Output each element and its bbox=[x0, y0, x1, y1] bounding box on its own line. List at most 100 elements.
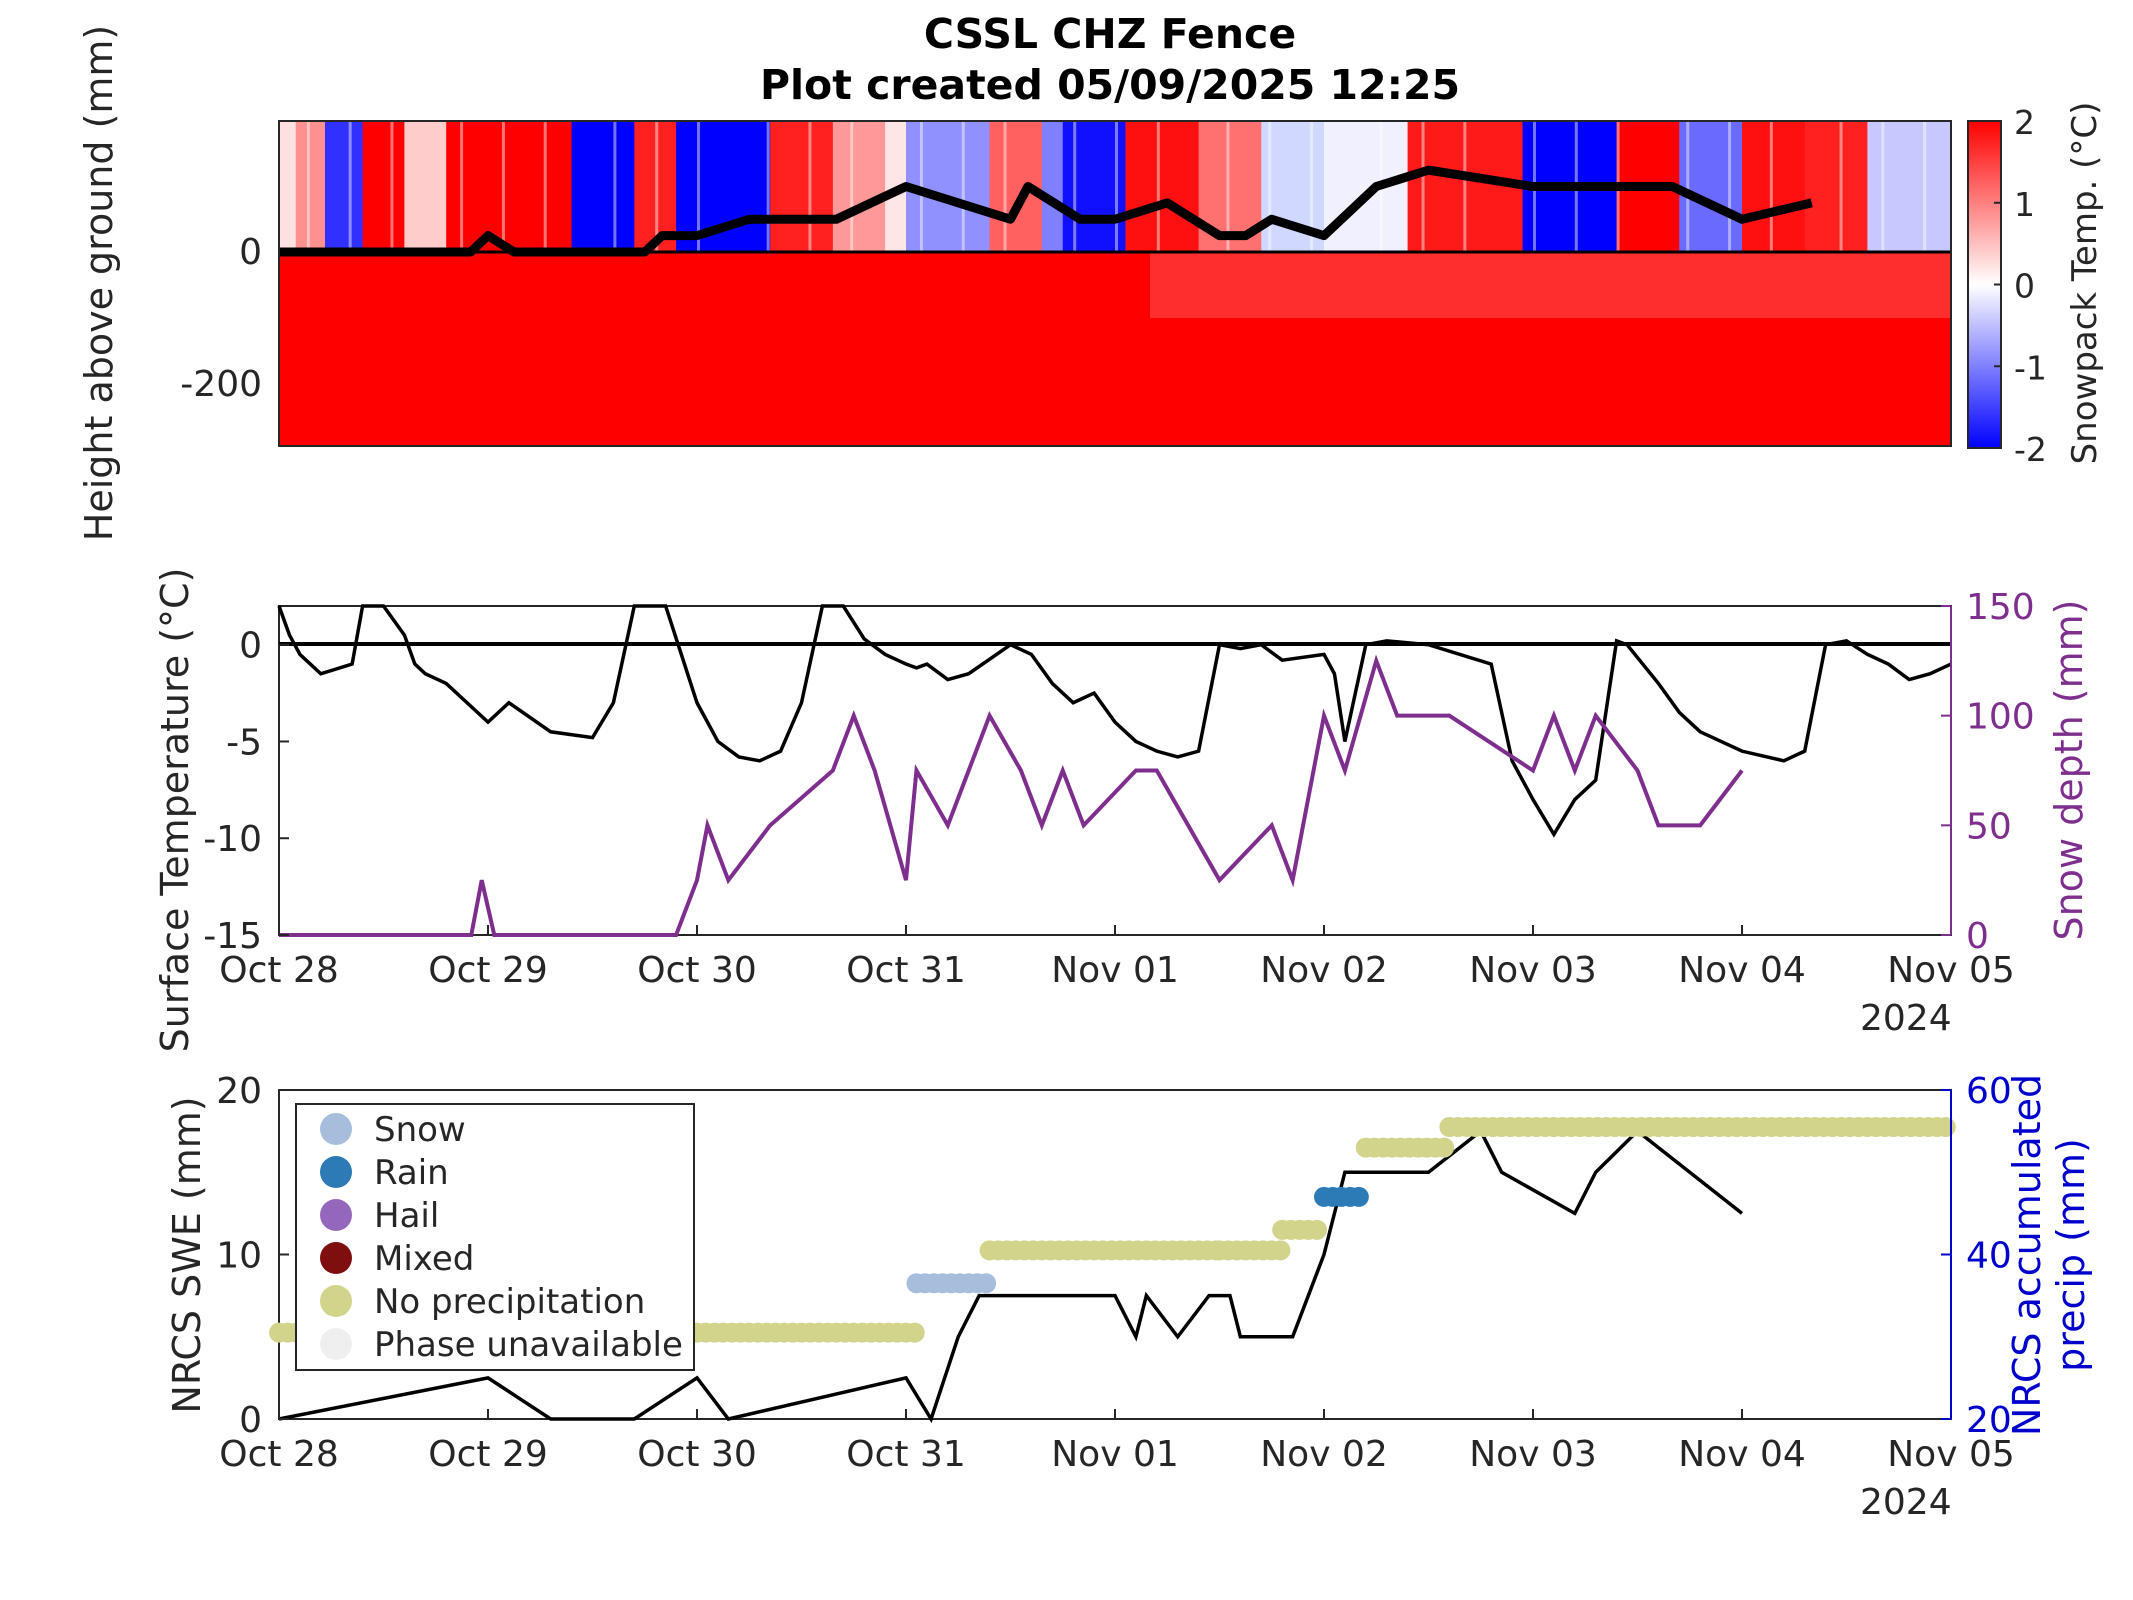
panel2-xtick-8: Nov 05 bbox=[1887, 950, 2015, 991]
heatmap-cell-10 bbox=[770, 121, 834, 252]
heatmap-stripe-48 bbox=[948, 121, 951, 252]
heatmap-stripe-20 bbox=[558, 121, 561, 252]
colorbar-tick-0: 2 bbox=[2014, 103, 2035, 142]
heatmap-stripe-24 bbox=[613, 121, 617, 252]
panel2-ytick-0: 0 bbox=[239, 626, 262, 667]
heatmap-stripe-101 bbox=[1686, 121, 1690, 252]
heatmap-stripe-62 bbox=[1143, 121, 1146, 252]
heatmap-cell-2 bbox=[324, 121, 364, 252]
precip-marker-137 bbox=[1434, 1137, 1455, 1158]
legend-label-0: Snow bbox=[374, 1110, 466, 1150]
nrcs-swe-panel: Oct 28 Oct 29 Oct 30 Oct 31 Nov 01 Nov 02 Nov … bbox=[165, 1071, 2093, 1523]
panel1-ylabel: Height above ground (mm) bbox=[77, 25, 121, 542]
panel3-xtick-4: Nov 01 bbox=[1051, 1434, 1179, 1475]
heatmap-stripe-65 bbox=[1185, 121, 1188, 252]
heatmap-stripe-50 bbox=[976, 121, 979, 252]
heatmap-stripe-76 bbox=[1338, 121, 1341, 252]
heatmap-stripe-51 bbox=[990, 121, 993, 252]
heatmap-stripe-41 bbox=[850, 121, 854, 252]
panel2-y2tick-2: 50 bbox=[1966, 806, 2012, 847]
heatmap-stripe-82 bbox=[1421, 121, 1425, 252]
panel2-xtick-6: Nov 03 bbox=[1469, 950, 1597, 991]
heatmap-stripe-68 bbox=[1226, 121, 1230, 252]
heatmap-stripe-109 bbox=[1798, 121, 1801, 252]
legend-marker-5 bbox=[320, 1328, 352, 1360]
panel2-xtick-7: Nov 04 bbox=[1678, 950, 1806, 991]
heatmap-stripe-10 bbox=[418, 121, 421, 252]
heatmap-stripe-113 bbox=[1853, 121, 1856, 252]
panel2-y2tick-1: 100 bbox=[1966, 697, 2035, 738]
heatmap-stripe-30 bbox=[697, 121, 700, 252]
heatmap-stripe-53 bbox=[1017, 121, 1020, 252]
panel3-xtick-6: Nov 03 bbox=[1469, 1434, 1597, 1475]
heatmap-stripe-11 bbox=[432, 121, 435, 252]
heatmap-cell-11 bbox=[832, 121, 886, 252]
heatmap-stripe-12 bbox=[446, 121, 449, 252]
colorbar-tick-2: 0 bbox=[2014, 267, 2035, 306]
heatmap-cell-21 bbox=[1407, 121, 1524, 252]
heatmap-stripe-21 bbox=[572, 121, 575, 252]
heatmap-stripe-4 bbox=[335, 121, 338, 252]
snowpack-temperature-panel: 0 -200 Height above ground (mm) 210-1-2 … bbox=[77, 25, 2105, 542]
heatmap-stripe-87 bbox=[1491, 121, 1494, 252]
heatmap-stripe-57 bbox=[1073, 121, 1077, 252]
panel2-frame bbox=[278, 605, 1952, 936]
legend-label-1: Rain bbox=[374, 1153, 449, 1193]
snow-depth-line bbox=[279, 654, 1744, 937]
heatmap-stripe-64 bbox=[1171, 121, 1174, 252]
precip-marker-195 bbox=[1935, 1117, 1956, 1138]
precip-marker-117 bbox=[1270, 1240, 1291, 1261]
panel2-xtick-1: Oct 29 bbox=[428, 950, 548, 991]
heatmap-stripe-19 bbox=[543, 121, 547, 252]
heatmap-stripe-77 bbox=[1352, 121, 1355, 252]
legend-label-2: Hail bbox=[374, 1196, 439, 1236]
heatmap-stripe-16 bbox=[501, 121, 505, 252]
heatmap-cell-16 bbox=[1062, 121, 1126, 252]
heatmap-stripe-38 bbox=[808, 121, 812, 252]
heatmap-stripe-111 bbox=[1826, 121, 1829, 252]
panel3-xtick-2: Oct 30 bbox=[637, 1434, 757, 1475]
heatmap-cell-4 bbox=[404, 121, 447, 252]
panel3-year: 2024 bbox=[1860, 1482, 1952, 1523]
heatmap-stripe-40 bbox=[836, 121, 839, 252]
heatmap-stripe-26 bbox=[641, 121, 644, 252]
heatmap-stripe-35 bbox=[766, 121, 770, 252]
heatmap-stripe-106 bbox=[1756, 121, 1759, 252]
legend-marker-3 bbox=[320, 1242, 352, 1274]
heatmap-stripe-83 bbox=[1435, 121, 1438, 252]
heatmap-stripe-22 bbox=[586, 121, 589, 252]
heatmap-stripe-110 bbox=[1812, 121, 1815, 252]
heatmap-stripe-66 bbox=[1199, 121, 1202, 252]
heatmap-cell-5 bbox=[446, 121, 489, 252]
heatmap-stripe-36 bbox=[781, 121, 784, 252]
panel3-xtick-0: Oct 28 bbox=[219, 1434, 339, 1475]
heatmap-stripe-84 bbox=[1449, 121, 1452, 252]
panel3-xtick-3: Oct 31 bbox=[846, 1434, 966, 1475]
panel3-y2tick-2: 20 bbox=[1966, 1400, 2012, 1441]
panel2-y2label: Snow depth (mm) bbox=[2047, 600, 2091, 941]
heatmap-stripe-56 bbox=[1059, 121, 1062, 252]
heatmap-stripe-6 bbox=[363, 121, 366, 252]
heatmap-stripe-13 bbox=[460, 121, 464, 252]
heatmap-stripe-23 bbox=[599, 121, 602, 252]
panel2-ytick-1: -5 bbox=[226, 722, 262, 763]
heatmap-stripe-116 bbox=[1895, 121, 1898, 252]
panel3-y2label-line2: precip (mm) bbox=[2049, 1138, 2093, 1372]
panel1-frame bbox=[278, 120, 1952, 447]
precip-marker-73 bbox=[904, 1322, 925, 1343]
precip-marker-127 bbox=[1348, 1186, 1369, 1207]
heatmap-stripe-46 bbox=[919, 121, 923, 252]
heatmap-stripe-42 bbox=[864, 121, 867, 252]
heatmap-cells bbox=[279, 121, 1952, 252]
panel3-ytick-0: 20 bbox=[216, 1071, 262, 1112]
heatmap-stripe-80 bbox=[1394, 121, 1397, 252]
heatmap-cell-7 bbox=[571, 121, 635, 252]
heatmap-stripe-58 bbox=[1087, 121, 1090, 252]
heatmap-cell-25 bbox=[1742, 121, 1806, 252]
heatmap-stripe-17 bbox=[516, 121, 519, 252]
heatmap-stripe-74 bbox=[1310, 121, 1314, 252]
heatmap-stripe-25 bbox=[627, 121, 630, 252]
panel3-y2tick-0: 60 bbox=[1966, 1071, 2012, 1112]
heatmap-stripe-1 bbox=[293, 121, 296, 252]
